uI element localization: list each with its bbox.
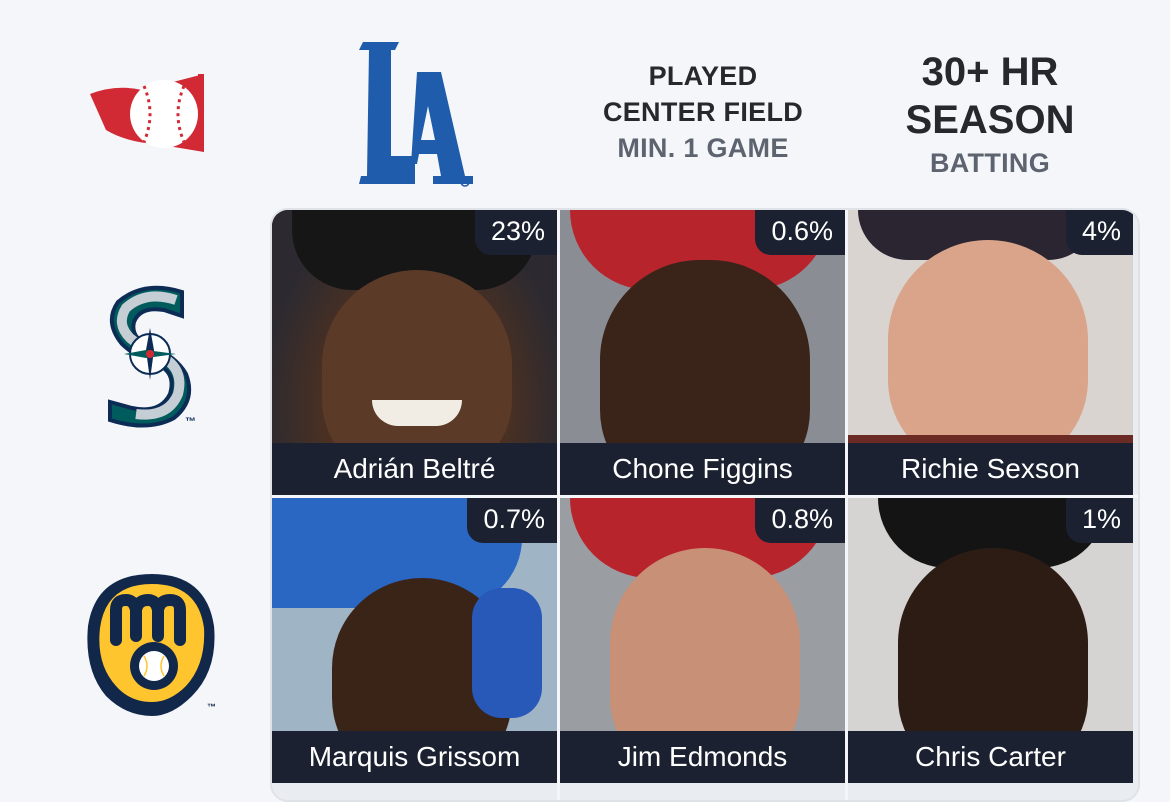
column-header-line3: MIN. 1 GAME — [617, 133, 789, 163]
answer-grid: 23% Adrián Beltré 0.6% Chone Figgins 4% … — [270, 208, 1140, 802]
grid-cell[interactable]: 0.8% Jim Edmonds — [560, 498, 845, 783]
grid-divider — [272, 495, 1138, 498]
column-header-line3: BATTING — [929, 148, 1051, 178]
player-name: Chris Carter — [848, 731, 1133, 783]
grid-cell[interactable]: 23% Adrián Beltré — [272, 210, 557, 495]
player-name: Marquis Grissom — [272, 731, 557, 783]
grid-cell[interactable]: 1% Chris Carter — [848, 498, 1133, 783]
column-header-line1: 30+ HR — [921, 50, 1059, 94]
column-header-line2: SEASON — [905, 98, 1075, 142]
trademark-symbol: ™ — [207, 702, 216, 712]
pick-percentage: 4% — [1065, 210, 1133, 255]
pick-percentage: 0.7% — [467, 498, 557, 543]
grid-cell[interactable]: 0.7% Marquis Grissom — [272, 498, 557, 783]
column-header-line2: CENTER FIELD — [602, 97, 804, 127]
pick-percentage: 0.6% — [755, 210, 845, 255]
pick-percentage: 1% — [1065, 498, 1133, 543]
dodgers-la-logo — [355, 36, 480, 192]
mlb-baseball-logo — [86, 70, 206, 156]
player-name: Richie Sexson — [848, 443, 1133, 495]
column-header-30hr-season: 30+ HR SEASON BATTING — [846, 48, 1134, 182]
grid-divider — [845, 210, 848, 800]
player-name: Chone Figgins — [560, 443, 845, 495]
brewers-glove-logo: ™ — [82, 570, 222, 716]
pick-percentage: 23% — [474, 210, 557, 255]
player-name: Jim Edmonds — [560, 731, 845, 783]
column-header-center-field: PLAYED CENTER FIELD MIN. 1 GAME — [560, 58, 846, 166]
player-name: Adrián Beltré — [272, 443, 557, 495]
grid-cell[interactable]: 4% Richie Sexson — [848, 210, 1133, 495]
trademark-symbol: ™ — [185, 416, 196, 428]
grid-divider — [557, 210, 560, 800]
column-header-line1: PLAYED — [648, 61, 758, 91]
mariners-logo: ™ — [104, 282, 200, 430]
grid-cell[interactable]: 0.6% Chone Figgins — [560, 210, 845, 495]
pick-percentage: 0.8% — [755, 498, 845, 543]
